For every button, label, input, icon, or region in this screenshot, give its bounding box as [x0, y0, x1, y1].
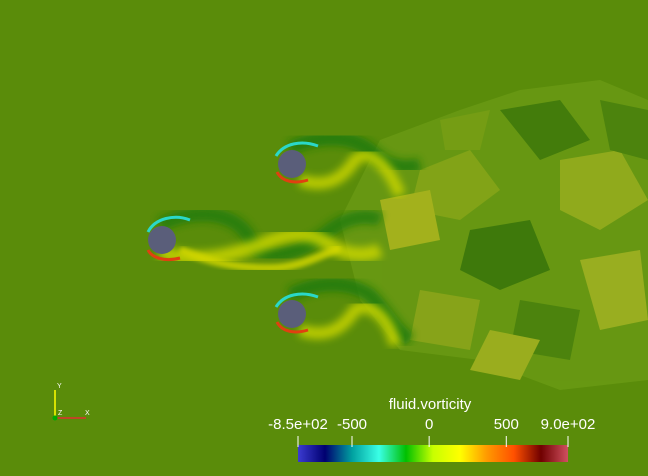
- upper-cylinder-wake: [287, 131, 422, 198]
- axis-z-label: Z: [58, 410, 63, 417]
- center-cylinder-wake: [156, 207, 384, 273]
- scalar-bar-tick-label: 9.0e+02: [540, 416, 596, 433]
- lower-cylinder-wake: [286, 277, 415, 347]
- cylinder-left: [148, 226, 176, 254]
- turbulent-wake: [340, 80, 648, 390]
- cylinder-upper: [278, 150, 306, 178]
- scalar-bar-tick-label: -8.5e+02: [268, 416, 328, 433]
- axis-x-label: X: [85, 410, 90, 417]
- scalar-bar-tick-label: -500: [336, 416, 368, 433]
- scalar-bar-tick-label: 500: [493, 416, 519, 433]
- scalar-bar-tick-label: 0: [424, 416, 434, 433]
- orientation-axes: [52, 390, 86, 421]
- shear-layers: [146, 141, 319, 334]
- cylinder-lower: [278, 300, 306, 328]
- axis-y-label: Y: [57, 383, 62, 390]
- scalar-bar: [297, 436, 569, 462]
- scalar-bar-title: fluid.vorticity: [388, 396, 472, 413]
